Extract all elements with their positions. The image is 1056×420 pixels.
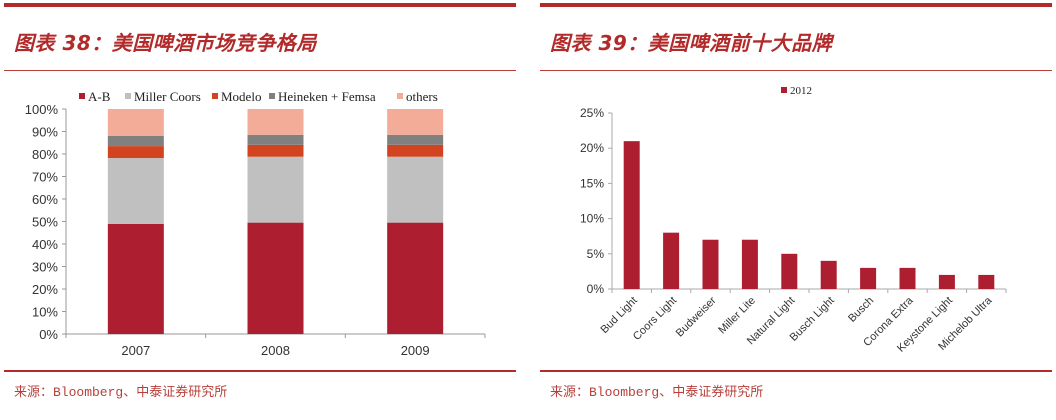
bar-segment [387, 144, 444, 157]
bar-segment [387, 156, 444, 223]
y-tick-label: 70% [32, 170, 58, 185]
bar-segment [387, 134, 444, 145]
x-tick-label: Bud Light [598, 295, 639, 336]
legend-swatch [269, 93, 275, 99]
x-tick-label: 2008 [261, 343, 290, 358]
figure-38-panel: 图表 38：美国啤酒市场竞争格局 A-B Miller Coors Modelo He… [4, 0, 516, 420]
y-tick-label: 0% [587, 282, 605, 296]
bar-segment [107, 223, 164, 334]
y-tick-label: 15% [580, 176, 604, 190]
bar [978, 274, 995, 289]
title-divider [540, 70, 1052, 71]
bar [938, 274, 955, 289]
bar [663, 232, 680, 289]
y-tick-label: 60% [32, 192, 58, 207]
bar [741, 239, 758, 289]
bar-segment [247, 109, 304, 135]
legend-swatch [397, 93, 403, 99]
legend-swatch [212, 93, 218, 99]
bar-segment [247, 134, 304, 145]
source-note: 来源：Bloomberg、中泰证券研究所 [14, 385, 228, 400]
y-tick-label: 0% [39, 327, 58, 342]
figure-title: 图表 38：美国啤酒市场竞争格局 [14, 31, 317, 55]
x-tick-label: Budweiser [674, 294, 719, 339]
bottom-divider [4, 370, 516, 372]
top-divider [4, 3, 516, 7]
y-tick-label: 90% [32, 125, 58, 140]
y-tick-label: 25% [580, 106, 604, 120]
bar-segment [107, 158, 164, 224]
bottom-divider [540, 370, 1052, 372]
bar [860, 267, 877, 289]
bar [820, 260, 837, 289]
legend-label: A-B [88, 89, 111, 104]
y-tick-label: 100% [25, 102, 59, 117]
y-tick-label: 10% [580, 212, 604, 226]
bar-segment [107, 109, 164, 136]
bar [899, 267, 916, 289]
bar-segment [387, 222, 444, 334]
y-tick-label: 30% [32, 260, 58, 275]
y-tick-label: 20% [580, 141, 604, 155]
y-tick-label: 5% [587, 247, 605, 261]
top-divider [540, 3, 1052, 7]
y-tick-label: 10% [32, 305, 58, 320]
legend-label: 2012 [790, 85, 812, 97]
x-tick-label: Miller Lite [716, 295, 758, 337]
bar-segment [107, 146, 164, 159]
title-divider [4, 70, 516, 71]
bar [623, 141, 640, 289]
bar-segment [387, 109, 444, 135]
bar-segment [107, 136, 164, 147]
figure-title: 图表 39：美国啤酒前十大品牌 [550, 31, 833, 55]
bar [702, 239, 719, 289]
y-tick-label: 50% [32, 215, 58, 230]
y-tick-label: 40% [32, 237, 58, 252]
y-tick-label: 20% [32, 282, 58, 297]
x-tick-label: 2009 [401, 343, 430, 358]
legend-label: Heineken + Femsa [278, 89, 376, 104]
bar [781, 253, 798, 289]
legend-swatch [781, 87, 787, 93]
y-tick-label: 80% [32, 147, 58, 162]
legend-label: Modelo [221, 89, 261, 104]
legend-swatch [79, 93, 85, 99]
bar-segment [247, 156, 304, 223]
x-tick-label: 2007 [121, 343, 150, 358]
legend-swatch [125, 93, 131, 99]
figure-39-panel: 图表 39：美国啤酒前十大品牌 2012 0% 5% 10% 15% 20% 25% Bud … [540, 0, 1052, 420]
bar-segment [247, 144, 304, 157]
source-note: 来源：Bloomberg、中泰证券研究所 [550, 385, 764, 400]
legend-label: others [406, 89, 438, 104]
bar-segment [247, 222, 304, 334]
x-tick-label: Busch [846, 295, 876, 325]
stacked-bar-chart: A-B Miller Coors Modelo Heineken + Femsa oth… [25, 89, 486, 358]
legend-label: Miller Coors [134, 89, 201, 104]
